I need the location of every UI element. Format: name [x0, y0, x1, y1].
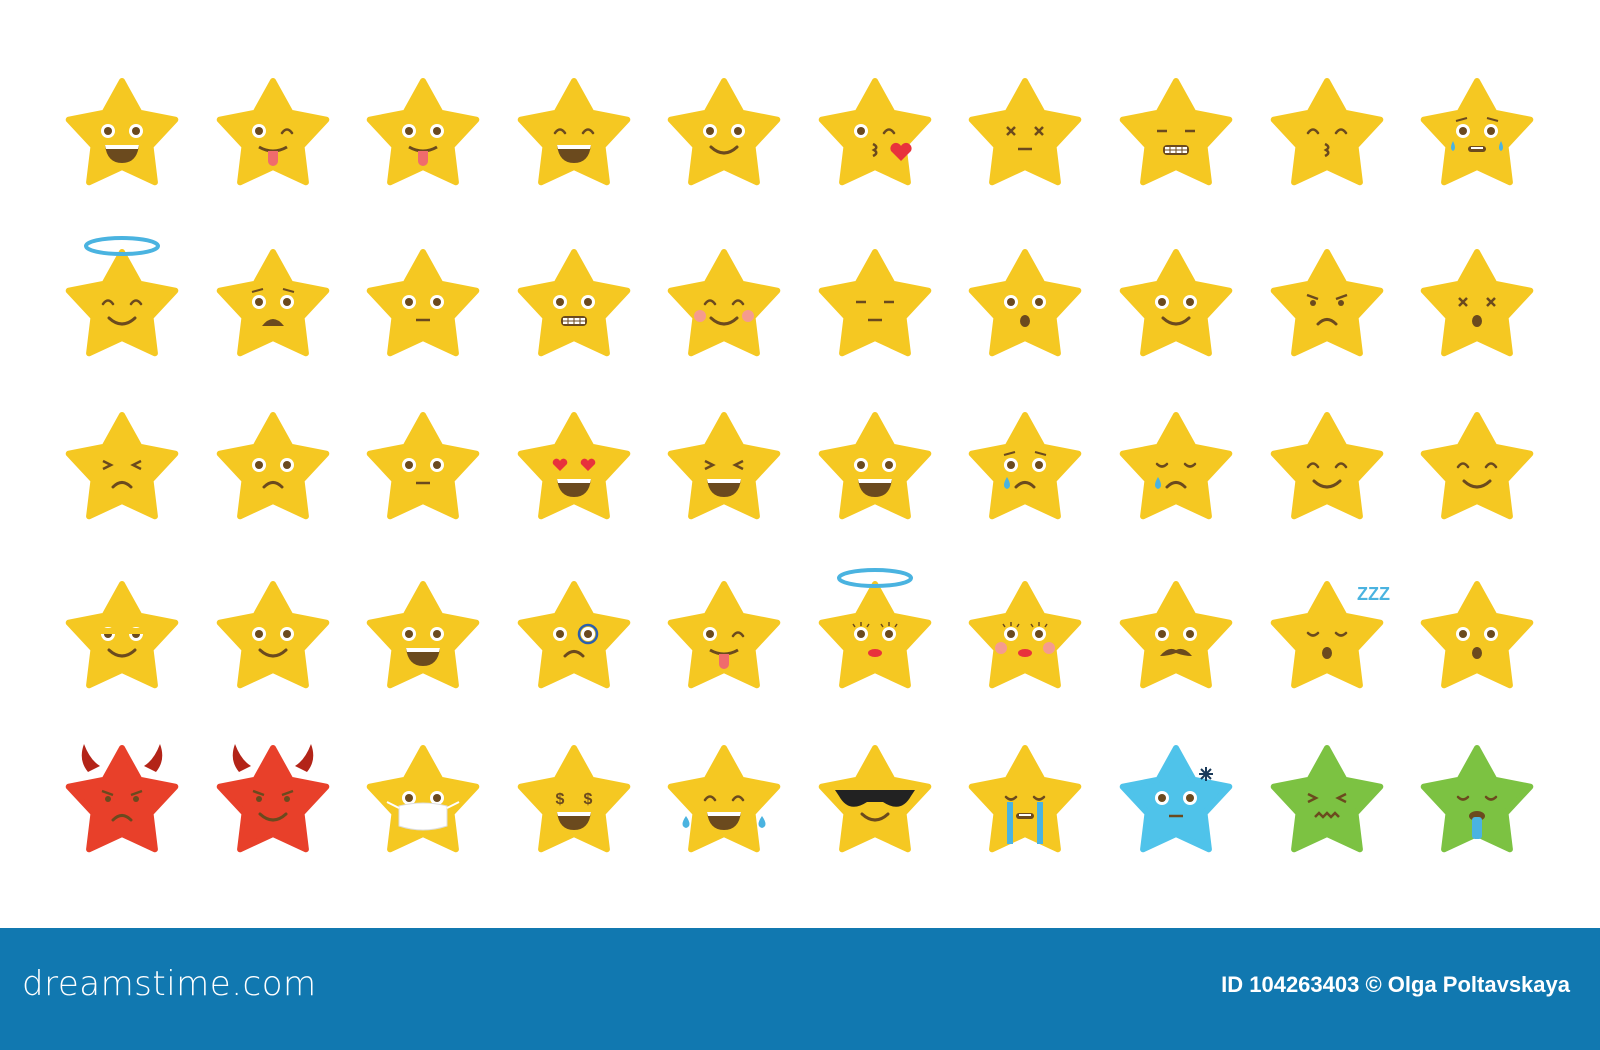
svg-text:ZZZ: ZZZ: [1357, 584, 1390, 604]
star-emoji-angel: [65, 236, 179, 357]
star-emoji-medical-mask: [366, 745, 480, 853]
star-emoji-grinning: [65, 78, 179, 186]
star-emoji-crying: [1420, 78, 1534, 186]
star-emoji-tears-of-joy: [667, 745, 781, 853]
star-emoji-grimacing-open: [517, 249, 631, 357]
star-emoji-frowning: [216, 412, 330, 520]
star-emoji-relieved: [1420, 412, 1534, 520]
star-emoji-content: [1270, 412, 1384, 520]
star-emoji-sunglasses: [818, 745, 932, 853]
star-emoji-grimacing: [1119, 78, 1233, 186]
star-emoji-laughing: [667, 412, 781, 520]
star-emoji-angry: [1270, 249, 1384, 357]
svg-text:$: $: [584, 791, 593, 808]
star-emoji-loudly-crying: [968, 745, 1082, 853]
svg-text:$: $: [556, 791, 565, 808]
star-emoji-grin-2: [366, 581, 480, 689]
star-emoji-devil-angry: [65, 744, 179, 853]
star-emoji-sad-tear: [968, 412, 1082, 520]
star-emoji-happy-squint: [517, 78, 631, 186]
star-emoji-confounded: [65, 412, 179, 520]
star-emoji-big-grin: [818, 412, 932, 520]
star-emoji-neutral: [366, 249, 480, 357]
image-credit: ID 104263403 © Olga Poltavskaya: [1221, 972, 1570, 997]
star-emoji-blushing: [667, 249, 781, 357]
star-emoji-neutral-2: [366, 412, 480, 520]
star-emoji-worried: [216, 249, 330, 357]
star-emoji-dizzy: [968, 78, 1082, 186]
star-emoji-vomiting: [1420, 745, 1534, 853]
star-emoji-devil-smile: [216, 744, 330, 853]
star-emoji-lady-blush: [968, 581, 1082, 689]
star-emoji-monocle: [517, 581, 631, 689]
star-emoji-expressionless: [818, 249, 932, 357]
star-emoji-mustache: [1119, 581, 1233, 689]
star-emoji-tongue-out: [366, 78, 480, 186]
footer-bar: dreamstime.com ID 104263403 © Olga Polta…: [0, 928, 1600, 1050]
star-emoji-winking-tongue: [216, 78, 330, 186]
star-emoji-sleeping: ZZZ: [1270, 581, 1390, 689]
dreamstime-logo: dreamstime.com: [22, 964, 317, 1004]
star-emoji-smirk: [65, 581, 179, 689]
star-emoji-dizzy-open: [1420, 249, 1534, 357]
star-emoji-money-eyes: $ $: [517, 745, 631, 853]
star-emoji-smiling: [667, 78, 781, 186]
star-emoji-hushed: [1420, 581, 1534, 689]
star-emoji-nauseated: [1270, 745, 1384, 853]
star-emoji-smile-2: [216, 581, 330, 689]
star-emoji-slight-smile: [1119, 249, 1233, 357]
star-emoji-disappointed-tear: [1119, 412, 1233, 520]
star-emoji-yum: [667, 581, 781, 689]
star-emoji-heart-eyes: [517, 412, 631, 520]
star-emoji-kissing: [1270, 78, 1384, 186]
star-emoji-angel-lady: [818, 568, 932, 689]
star-emoji-surprised: [968, 249, 1082, 357]
star-emoji-freezing: [1119, 745, 1233, 853]
star-emoji-kissing-heart: [818, 78, 932, 186]
star-emoji-grid: ZZZ$ $: [65, 78, 1534, 853]
